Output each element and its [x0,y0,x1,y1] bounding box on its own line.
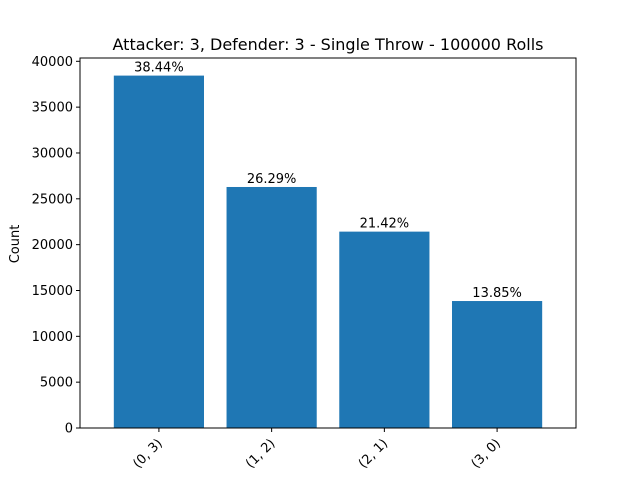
y-tick-label-0: 0 [65,422,73,437]
x-axis-ticks: (0, 3) (1, 2) (2, 1) (3, 0) [130,428,504,472]
y-tick-label-3: 15000 [32,284,73,299]
y-tick-label-6: 30000 [32,146,73,161]
bar-3 [452,301,543,428]
plot-frame [79,57,577,429]
data-label-2: 21.42% [360,217,410,232]
x-tick-label-3: (3, 0) [469,436,504,471]
y-tick-label-5: 25000 [32,192,73,207]
data-label-0: 38.44% [134,61,184,76]
bar-1 [226,186,317,428]
y-tick-label-1: 5000 [40,376,73,391]
bar-2 [339,231,430,428]
chart-title: Attacker: 3, Defender: 3 - Single Throw … [113,35,544,54]
data-label-1: 26.29% [247,172,297,187]
y-tick-label-4: 20000 [32,238,73,253]
data-label-3: 13.85% [472,286,522,301]
x-tick-label-2: (2, 1) [356,436,391,471]
y-tick-label-2: 10000 [32,330,73,345]
bars-group: 38.44% 26.29% 21.42% 13.85% [113,61,543,428]
x-tick-label-0: (0, 3) [130,436,165,471]
x-tick-label-1: (1, 2) [243,436,278,471]
y-axis-label: Count [8,225,23,264]
bar-0 [113,75,204,428]
y-axis-ticks: 0 5000 10000 15000 20000 25000 30000 35000 40000 [32,55,80,437]
y-tick-label-7: 35000 [32,101,73,116]
y-tick-label-8: 40000 [32,55,73,70]
